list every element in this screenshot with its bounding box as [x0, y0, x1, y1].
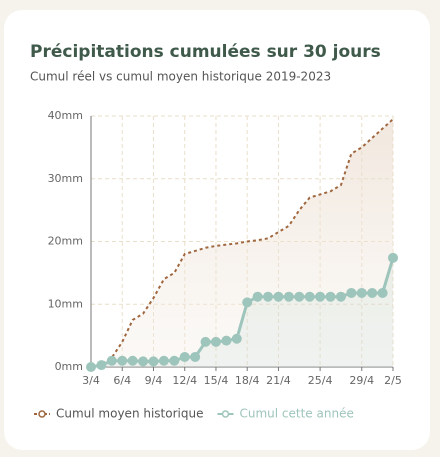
y-tick-label: 40mm: [48, 109, 83, 122]
x-tick-label: 29/4: [349, 374, 374, 387]
point: [325, 291, 336, 302]
x-tick-label: 6/4: [113, 374, 131, 387]
x-tick-label: 15/4: [204, 374, 229, 387]
point: [106, 355, 117, 366]
y-tick-label: 30mm: [48, 172, 83, 185]
x-tick-label: 25/4: [308, 374, 333, 387]
point: [190, 351, 201, 362]
series-line: [90, 118, 394, 368]
point: [377, 287, 388, 298]
x-tick-label: 18/4: [235, 374, 260, 387]
point: [283, 291, 294, 302]
point: [127, 355, 138, 366]
x-tick-label: 12/4: [172, 374, 197, 387]
y-tick-label: 0mm: [55, 360, 83, 373]
point: [138, 356, 149, 367]
legend-label: Cumul moyen historique: [56, 407, 203, 421]
point: [221, 335, 232, 346]
chart-title: Précipitations cumulées sur 30 jours: [30, 42, 381, 62]
point: [231, 333, 242, 344]
point: [96, 360, 107, 371]
legend-label: Cumul cette année: [239, 407, 353, 421]
point: [242, 297, 253, 308]
point: [273, 291, 284, 302]
point: [169, 355, 180, 366]
point: [335, 291, 346, 302]
x-tick-label: 3/4: [82, 374, 100, 387]
area: [91, 257, 393, 367]
point: [315, 291, 326, 302]
point: [117, 355, 128, 366]
point: [367, 287, 378, 298]
chart-subtitle: Cumul réel vs cumul moyen historique 201…: [30, 70, 331, 84]
point: [304, 291, 315, 302]
point: [210, 336, 221, 347]
point: [356, 287, 367, 298]
y-tick-label: 20mm: [48, 235, 83, 248]
legend-swatch: [38, 410, 46, 418]
point: [158, 355, 169, 366]
x-tick-label: 9/4: [145, 374, 163, 387]
point: [252, 291, 263, 302]
y-tick-label: 10mm: [48, 297, 83, 310]
point: [200, 336, 211, 347]
point: [388, 252, 398, 263]
point: [148, 356, 159, 367]
point: [294, 291, 305, 302]
x-tick-label: 21/4: [266, 374, 291, 387]
x-tick-label: 2/5: [384, 374, 402, 387]
point: [346, 287, 357, 298]
point: [263, 291, 274, 302]
legend-swatch: [221, 410, 230, 418]
point: [86, 362, 96, 372]
point: [179, 351, 190, 362]
